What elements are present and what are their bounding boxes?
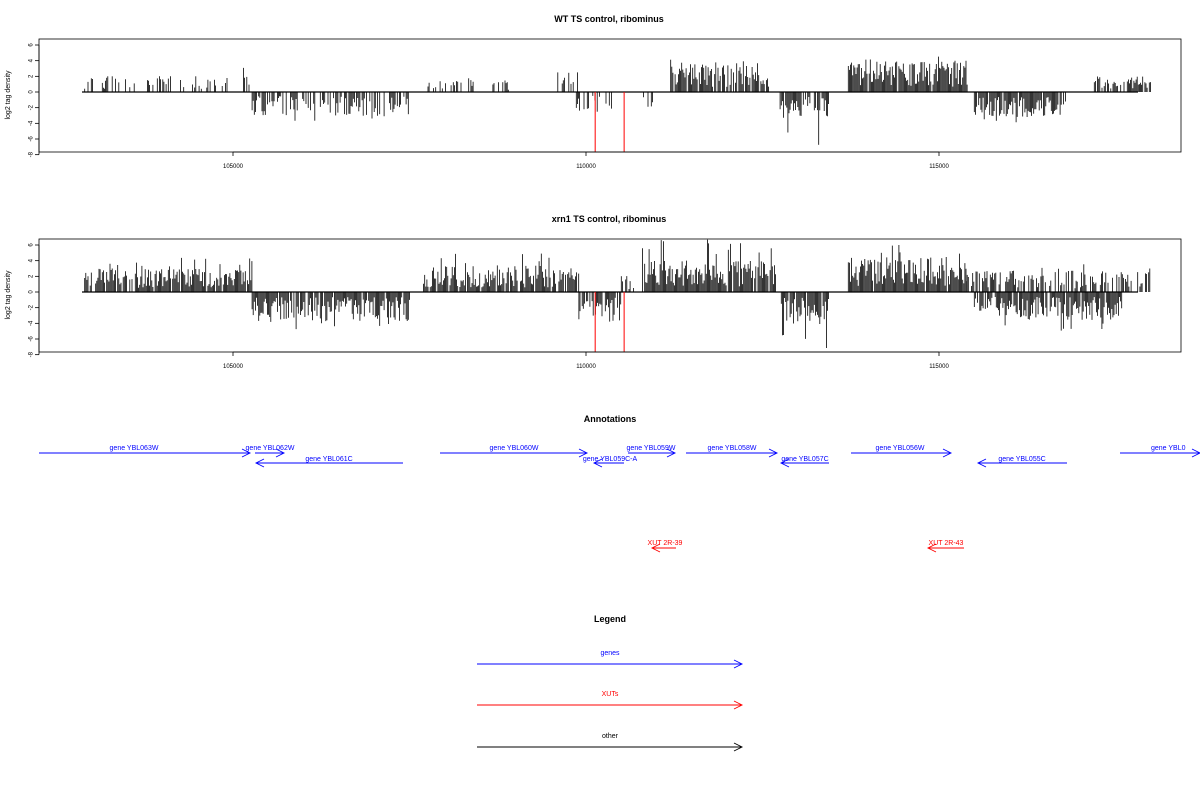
wt-panel-title: WT TS control, ribominus xyxy=(554,14,664,24)
gene-annotation: gene YBL056W xyxy=(851,445,953,458)
gene-arrow-head xyxy=(666,448,677,458)
gene-annotation: gene YBL0 xyxy=(1120,445,1200,458)
xut-annotation: XUT 2R-43 xyxy=(926,540,964,553)
xrn1-panel-title: xrn1 TS control, ribominus xyxy=(552,214,667,224)
gene-annotation: gene YBL057C xyxy=(779,456,829,468)
gene-arrow-head xyxy=(275,448,286,458)
x-tick-label: 110000 xyxy=(576,364,596,370)
wt-y-axis-label: log2 tag density xyxy=(5,70,12,120)
gene-arrow-head xyxy=(1191,448,1200,458)
xrn1-y-axis: -8 -6 -4 -2 0 2 4 6 xyxy=(29,243,40,357)
gene-label: gene YBL058W xyxy=(708,445,757,452)
annotations-panel: Annotations gene YBL063W gene YBL062Wgene… xyxy=(39,414,1200,553)
y-tick-label: -8 xyxy=(29,151,35,157)
legend: Legend genes XUTs other xyxy=(477,614,744,752)
gene-arrow-head xyxy=(241,448,252,458)
y-tick-label: -6 xyxy=(29,336,35,342)
gene-annotation: gene YBL055C xyxy=(976,456,1067,468)
x-tick-label: 115000 xyxy=(929,364,949,370)
gene-annotation: gene YBL059W xyxy=(627,445,677,458)
y-tick-label: 4 xyxy=(29,258,35,262)
gene-label: gene YBL056W xyxy=(876,445,925,452)
gene-label: gene YBL059W xyxy=(627,445,676,452)
gene-annotation: gene YBL058W xyxy=(686,445,779,458)
xut-label: XUT 2R-39 xyxy=(648,540,683,547)
gene-label: gene YBL057C xyxy=(781,456,828,463)
y-tick-label: 4 xyxy=(29,58,35,62)
gene-annotation: gene YBL060W xyxy=(440,445,589,458)
legend-label: other xyxy=(602,733,619,740)
y-tick-label: -2 xyxy=(29,304,35,310)
gene-arrow-head xyxy=(578,448,589,458)
legend-label: XUTs xyxy=(602,691,619,698)
xrn1-x-axis: 105000 110000 115000 xyxy=(223,351,949,370)
y-tick-label: -8 xyxy=(29,351,35,357)
legend-arrow-head xyxy=(733,659,744,669)
x-tick-label: 105000 xyxy=(223,364,244,370)
gene-annotation: gene YBL059C-A xyxy=(583,456,638,468)
x-tick-label: 105000 xyxy=(223,164,244,170)
y-tick-label: 2 xyxy=(29,274,35,278)
x-tick-label: 110000 xyxy=(576,164,596,170)
xrn1-y-axis-label: log2 tag density xyxy=(5,270,12,320)
gene-annotation: gene YBL061C xyxy=(254,456,403,468)
gene-arrow-head xyxy=(779,458,790,468)
gene-arrow-head xyxy=(942,448,953,458)
xut-arrow-head xyxy=(650,543,661,553)
y-tick-label: 6 xyxy=(29,243,35,247)
legend-item-xut: XUTs xyxy=(477,691,744,710)
gene-arrow-head xyxy=(592,458,603,468)
xrn1-panel: xrn1 TS control, ribominus -8-6-4-20246 … xyxy=(5,214,1182,370)
y-tick-label: 0 xyxy=(29,90,35,94)
xut-arrow-head xyxy=(926,543,937,553)
legend-title: Legend xyxy=(594,614,626,624)
xrn1-bars xyxy=(82,239,1151,352)
y-tick-label: 0 xyxy=(29,290,35,294)
wt-bars xyxy=(82,56,1151,152)
gene-arrow-head xyxy=(768,448,779,458)
gene-arrow-head xyxy=(254,458,265,468)
y-tick-label: -4 xyxy=(29,320,35,326)
y-tick-label: -6 xyxy=(29,136,35,142)
xut-annotation: XUT 2R-39 xyxy=(648,540,683,553)
gene-annotation: gene YBL062W xyxy=(246,445,295,458)
xut-annotations: XUT 2R-39 XUT 2R-43 xyxy=(648,540,964,553)
y-tick-label: -2 xyxy=(29,104,35,110)
y-tick-label: 6 xyxy=(29,43,35,47)
legend-arrow-head xyxy=(733,700,744,710)
wt-x-axis: 105000 110000 115000 xyxy=(223,151,949,170)
y-tick-label: -4 xyxy=(29,120,35,126)
gene-label: gene YBL0 xyxy=(1151,445,1186,452)
gene-label: gene YBL062W xyxy=(246,445,295,452)
gene-label: gene YBL063W xyxy=(110,445,159,452)
gene-annotations: gene YBL063W gene YBL062W gene YBL061C gene… xyxy=(39,445,1200,468)
gene-label: gene YBL061C xyxy=(305,456,352,463)
gene-label: gene YBL060W xyxy=(490,445,539,452)
gene-label: gene YBL059C-A xyxy=(583,456,638,463)
gene-arrow-head xyxy=(976,458,987,468)
y-tick-label: 2 xyxy=(29,74,35,78)
wt-panel: WT TS control, ribominus -8 -6 -4 -2 0 2 4 6 10… xyxy=(5,14,1182,170)
x-tick-label: 115000 xyxy=(929,164,949,170)
legend-item-other: other xyxy=(477,733,744,752)
wt-y-axis: -8 -6 -4 -2 0 2 4 6 xyxy=(29,43,40,157)
legend-items: genes XUTs other xyxy=(477,650,744,752)
gene-annotation: gene YBL063W xyxy=(39,445,252,458)
annotations-title: Annotations xyxy=(584,414,637,424)
legend-item-gene: genes xyxy=(477,650,744,669)
xut-label: XUT 2R-43 xyxy=(929,540,964,547)
gene-label: gene YBL055C xyxy=(998,456,1045,463)
legend-arrow-head xyxy=(733,742,744,752)
legend-label: genes xyxy=(600,650,620,657)
